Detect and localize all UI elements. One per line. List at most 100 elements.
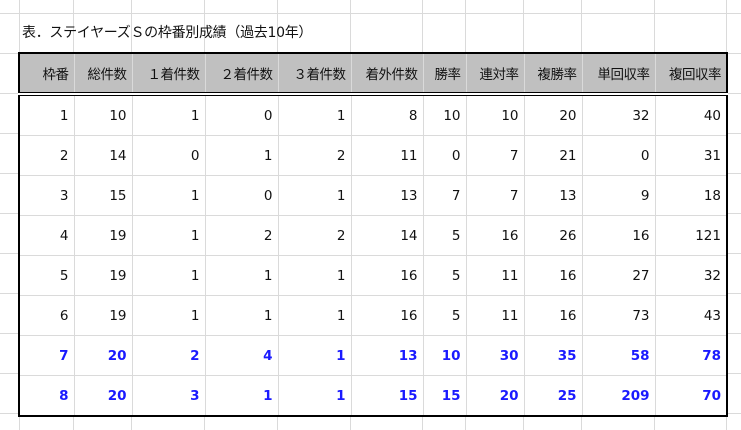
table-cell[interactable]: 13 bbox=[523, 175, 582, 216]
table-cell[interactable]: 16 bbox=[350, 255, 423, 296]
table-cell[interactable]: 10 bbox=[465, 94, 524, 136]
table-cell[interactable]: 1 bbox=[131, 295, 205, 336]
table-row: 8 20 3 1 1 15 15 20 25 209 70 bbox=[18, 375, 727, 417]
table-cell[interactable]: 1 bbox=[204, 135, 278, 176]
table-cell[interactable]: 1 bbox=[277, 255, 351, 296]
column-header: 総件数 bbox=[73, 53, 132, 96]
grid-row-line bbox=[0, 13, 741, 14]
table-cell[interactable]: 20 bbox=[73, 335, 132, 376]
table-cell[interactable]: 0 bbox=[204, 94, 278, 136]
table-cell[interactable]: 3 bbox=[131, 375, 205, 417]
table-cell[interactable]: 73 bbox=[581, 295, 655, 336]
table-row: 6 19 1 1 1 16 5 11 16 73 43 bbox=[18, 295, 727, 336]
table-cell[interactable]: 0 bbox=[131, 135, 205, 176]
table-cell[interactable]: 20 bbox=[523, 94, 582, 136]
table-cell[interactable]: 3 bbox=[18, 175, 74, 216]
table-cell[interactable]: 1 bbox=[131, 94, 205, 136]
table-cell[interactable]: 8 bbox=[18, 375, 74, 417]
table-cell[interactable]: 0 bbox=[422, 135, 466, 176]
table-cell[interactable]: 4 bbox=[18, 215, 74, 256]
table-cell[interactable]: 7 bbox=[465, 135, 524, 176]
table-cell[interactable]: 2 bbox=[277, 215, 351, 256]
table-cell[interactable]: 21 bbox=[523, 135, 582, 176]
table-cell[interactable]: 6 bbox=[18, 295, 74, 336]
table-cell[interactable]: 1 bbox=[204, 255, 278, 296]
table-cell[interactable]: 16 bbox=[523, 255, 582, 296]
table-cell[interactable]: 1 bbox=[277, 94, 351, 136]
table-row: 3 15 1 0 1 13 7 7 13 9 18 bbox=[18, 175, 727, 216]
table-cell[interactable]: 20 bbox=[73, 375, 132, 417]
table-cell[interactable]: 0 bbox=[581, 135, 655, 176]
table-cell[interactable]: 5 bbox=[18, 255, 74, 296]
table-cell[interactable]: 25 bbox=[523, 375, 582, 417]
table-cell[interactable]: 7 bbox=[465, 175, 524, 216]
table-cell[interactable]: 78 bbox=[654, 335, 727, 376]
table-cell[interactable]: 13 bbox=[350, 175, 423, 216]
table-cell[interactable]: 13 bbox=[350, 335, 423, 376]
table-cell[interactable]: 1 bbox=[277, 175, 351, 216]
table-cell[interactable]: 18 bbox=[654, 175, 727, 216]
table-cell[interactable]: 70 bbox=[654, 375, 727, 417]
table-cell[interactable]: 14 bbox=[350, 215, 423, 256]
table-cell[interactable]: 8 bbox=[350, 94, 423, 136]
table-cell[interactable]: 11 bbox=[465, 295, 524, 336]
table-cell[interactable]: 20 bbox=[465, 375, 524, 417]
column-header: ２着件数 bbox=[204, 53, 278, 96]
table-cell[interactable]: 16 bbox=[465, 215, 524, 256]
table-cell[interactable]: 19 bbox=[73, 215, 132, 256]
table-cell[interactable]: 11 bbox=[350, 135, 423, 176]
table-cell[interactable]: 15 bbox=[422, 375, 466, 417]
table-cell[interactable]: 30 bbox=[465, 335, 524, 376]
table-cell[interactable]: 15 bbox=[73, 175, 132, 216]
table-cell[interactable]: 7 bbox=[18, 335, 74, 376]
table-cell[interactable]: 32 bbox=[581, 94, 655, 136]
table-cell[interactable]: 31 bbox=[654, 135, 727, 176]
table-cell[interactable]: 1 bbox=[204, 295, 278, 336]
table-cell[interactable]: 1 bbox=[131, 215, 205, 256]
table-cell[interactable]: 15 bbox=[350, 375, 423, 417]
column-header: 枠番 bbox=[18, 53, 74, 96]
table-cell[interactable]: 27 bbox=[581, 255, 655, 296]
table-cell[interactable]: 11 bbox=[465, 255, 524, 296]
table-cell[interactable]: 43 bbox=[654, 295, 727, 336]
table-cell[interactable]: 5 bbox=[422, 255, 466, 296]
table-cell[interactable]: 121 bbox=[654, 215, 727, 256]
table-cell[interactable]: 10 bbox=[422, 94, 466, 136]
table-cell[interactable]: 26 bbox=[523, 215, 582, 256]
table-cell[interactable]: 40 bbox=[654, 94, 727, 136]
table-cell[interactable]: 58 bbox=[581, 335, 655, 376]
table-cell[interactable]: 1 bbox=[277, 375, 351, 417]
table-cell[interactable]: 19 bbox=[73, 295, 132, 336]
table-cell[interactable]: 10 bbox=[73, 94, 132, 136]
table-cell[interactable]: 0 bbox=[204, 175, 278, 216]
table-cell[interactable]: 16 bbox=[523, 295, 582, 336]
table-cell[interactable]: 1 bbox=[277, 335, 351, 376]
table-cell[interactable]: 5 bbox=[422, 215, 466, 256]
table-cell[interactable]: 10 bbox=[422, 335, 466, 376]
table-cell[interactable]: 9 bbox=[581, 175, 655, 216]
table-cell[interactable]: 1 bbox=[131, 255, 205, 296]
table-cell[interactable]: 209 bbox=[581, 375, 655, 417]
table-cell[interactable]: 5 bbox=[422, 295, 466, 336]
table-cell[interactable]: 19 bbox=[73, 255, 132, 296]
table-cell[interactable]: 1 bbox=[18, 94, 74, 136]
table-cell[interactable]: 14 bbox=[73, 135, 132, 176]
table-cell[interactable]: 2 bbox=[204, 215, 278, 256]
table-cell[interactable]: 7 bbox=[422, 175, 466, 216]
table-cell[interactable]: 2 bbox=[277, 135, 351, 176]
table-row: 4 19 1 2 2 14 5 16 26 16 121 bbox=[18, 215, 727, 256]
table-cell[interactable]: 16 bbox=[581, 215, 655, 256]
table-cell[interactable]: 1 bbox=[204, 375, 278, 417]
table-title: 表．ステイヤーズＳの枠番別成績（過去10年） bbox=[22, 25, 313, 41]
table-cell[interactable]: 4 bbox=[204, 335, 278, 376]
table-cell[interactable]: 2 bbox=[131, 335, 205, 376]
column-header: 単回収率 bbox=[581, 53, 655, 96]
table-cell[interactable]: 32 bbox=[654, 255, 727, 296]
table-cell[interactable]: 1 bbox=[277, 295, 351, 336]
table-cell[interactable]: 2 bbox=[18, 135, 74, 176]
column-header: 複勝率 bbox=[523, 53, 582, 96]
table-cell[interactable]: 16 bbox=[350, 295, 423, 336]
table-cell[interactable]: 1 bbox=[131, 175, 205, 216]
table-cell[interactable]: 35 bbox=[523, 335, 582, 376]
